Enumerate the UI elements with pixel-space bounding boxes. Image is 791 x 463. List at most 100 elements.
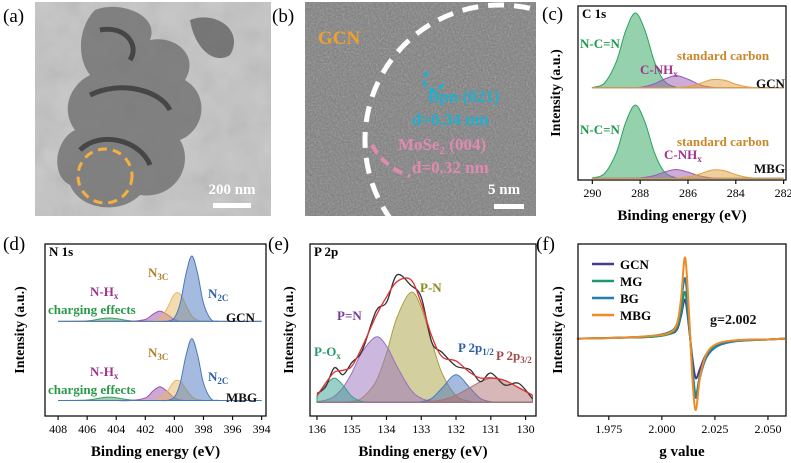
annotation: GCN [756, 76, 786, 91]
x-tick-label: 135 [343, 422, 361, 436]
x-tick-label: 1.975 [595, 422, 622, 436]
image-title: GCN [318, 28, 361, 49]
x-tick-label: 2.000 [648, 422, 675, 436]
x-tick-label: 394 [253, 422, 271, 436]
annotation: N-C=N [580, 122, 621, 137]
x-tick-label: 402 [136, 422, 154, 436]
x-axis-title: Binding energy (eV) [358, 444, 487, 460]
annotation: P=N [337, 308, 362, 323]
x-tick-label: 284 [727, 186, 745, 200]
x-axis-title: Binding energy (eV) [91, 444, 220, 460]
y-axis-title: Intensity (a.u.) [13, 286, 28, 374]
x-tick-label: 133 [412, 422, 430, 436]
annotation: standard carbon [677, 134, 770, 149]
x-tick-label: 2.025 [701, 422, 728, 436]
annotation-text: N-H [90, 364, 114, 379]
annotation: standard carbon [677, 48, 770, 63]
x-tick-label: 136 [308, 422, 326, 436]
annotation: MBG [226, 390, 257, 405]
annotation: N3C [148, 345, 168, 362]
annotation-text: C-NH [664, 147, 697, 162]
annotation: P-Ox [314, 344, 341, 361]
annotation-text: P 2p [458, 340, 482, 355]
panel-label: (d) [3, 234, 25, 255]
annotation-sub: 3C [157, 272, 168, 282]
image-annotation: d=0.34 nm [412, 110, 489, 129]
annotation-text: P 2p [496, 348, 520, 363]
x-tick-label: 130 [517, 422, 535, 436]
annotation-sub: 1/2 [482, 347, 494, 357]
x-tick-label: 398 [194, 422, 212, 436]
legend-label: BG [620, 291, 639, 306]
annotation: N-Hx [90, 364, 119, 381]
chart-panel: 136 135 134 133 132 131 130 Binding energy (eV)… [268, 234, 536, 460]
panel-label: (c) [542, 4, 563, 25]
annotation-text: N-H [90, 284, 114, 299]
annotation: MBG [754, 161, 785, 176]
y-axis-title: Intensity (a.u.) [549, 49, 564, 137]
scale-bar-label: 5 nm [488, 182, 521, 198]
annotation: N2C [208, 369, 228, 386]
x-tick-label: 404 [107, 422, 125, 436]
legend-label: GCN [620, 257, 650, 272]
annotation: N3C [148, 265, 168, 282]
page: (a) 200 nm (b) GCN Bpn (021) d=0.34 nm M… [0, 0, 791, 463]
annotation: C-NHx [640, 62, 678, 79]
x-tick-label: 406 [78, 422, 96, 436]
x-tick-label: 131 [482, 422, 500, 436]
y-axis-title: Intensity (a.u.) [551, 286, 566, 374]
y-axis-title: Intensity (a.u.) [282, 286, 297, 374]
annotation-sub: x [673, 69, 678, 79]
annotation-text: MoSe [398, 135, 440, 154]
panel-label: (f) [536, 234, 555, 255]
annotation: C-NHx [664, 147, 702, 164]
annotation: N-C=N [580, 36, 621, 51]
figure: (a) 200 nm (b) GCN Bpn (021) d=0.34 nm M… [0, 0, 791, 463]
panel-label: (e) [268, 234, 289, 255]
panel-title: P 2p [314, 244, 338, 259]
x-tick-label: 2.050 [754, 422, 781, 436]
annotation-sub: x [114, 371, 119, 381]
scale-bar-label: 200 nm [208, 182, 256, 198]
annotation: P-N [420, 280, 442, 295]
annotation-text: P-O [314, 344, 336, 359]
x-tick-label: 290 [583, 186, 601, 200]
annotation-sub: 3/2 [520, 355, 532, 365]
panel-title: N 1s [49, 244, 73, 259]
x-tick-label: 288 [631, 186, 649, 200]
annotation-sub: x [114, 291, 119, 301]
legend-label: MBG [620, 308, 651, 323]
annotation: N2C [208, 286, 228, 303]
x-axis-title: Binding energy (eV) [617, 208, 746, 224]
x-tick-label: 396 [224, 422, 242, 436]
annotation: P 2p3/2 [496, 348, 532, 365]
image-annotation: Bpn (021) [428, 87, 499, 106]
chart-panel: 408 406 404 402 400 398 396 394 Binding energy (… [3, 234, 271, 460]
x-axis-title: g value [659, 444, 705, 460]
panel-label: (b) [272, 6, 294, 27]
chart-panel: 1.975 2.000 2.025 2.050 g value Intensity (a.… [536, 234, 786, 460]
annotation-tail: (004) [445, 135, 486, 154]
annotation: N-Hx [90, 284, 119, 301]
x-tick-label: 408 [49, 422, 67, 436]
annotation: g=2.002 [710, 313, 756, 328]
legend-label: MG [620, 274, 642, 289]
x-tick-label: 134 [377, 422, 395, 436]
annotation: P 2p1/2 [458, 340, 494, 357]
annotation-sub: 2C [217, 293, 228, 303]
x-tick-label: 286 [679, 186, 697, 200]
annotation-sub: x [697, 154, 702, 164]
panel-label: (a) [3, 6, 24, 27]
image-annotation: d=0.32 nm [412, 158, 489, 177]
annotation: charging effects [48, 302, 136, 317]
annotation: charging effects [48, 382, 136, 397]
annotation-sub: 2C [217, 376, 228, 386]
annotation-text: C-NH [640, 62, 673, 77]
x-tick-label: 132 [447, 422, 465, 436]
x-tick-label: 282 [775, 186, 791, 200]
x-tick-label: 400 [165, 422, 183, 436]
panel-title: C 1s [582, 6, 606, 21]
annotation-sub: x [336, 351, 341, 361]
annotation-sub: 3C [157, 352, 168, 362]
annotation: GCN [226, 310, 256, 325]
